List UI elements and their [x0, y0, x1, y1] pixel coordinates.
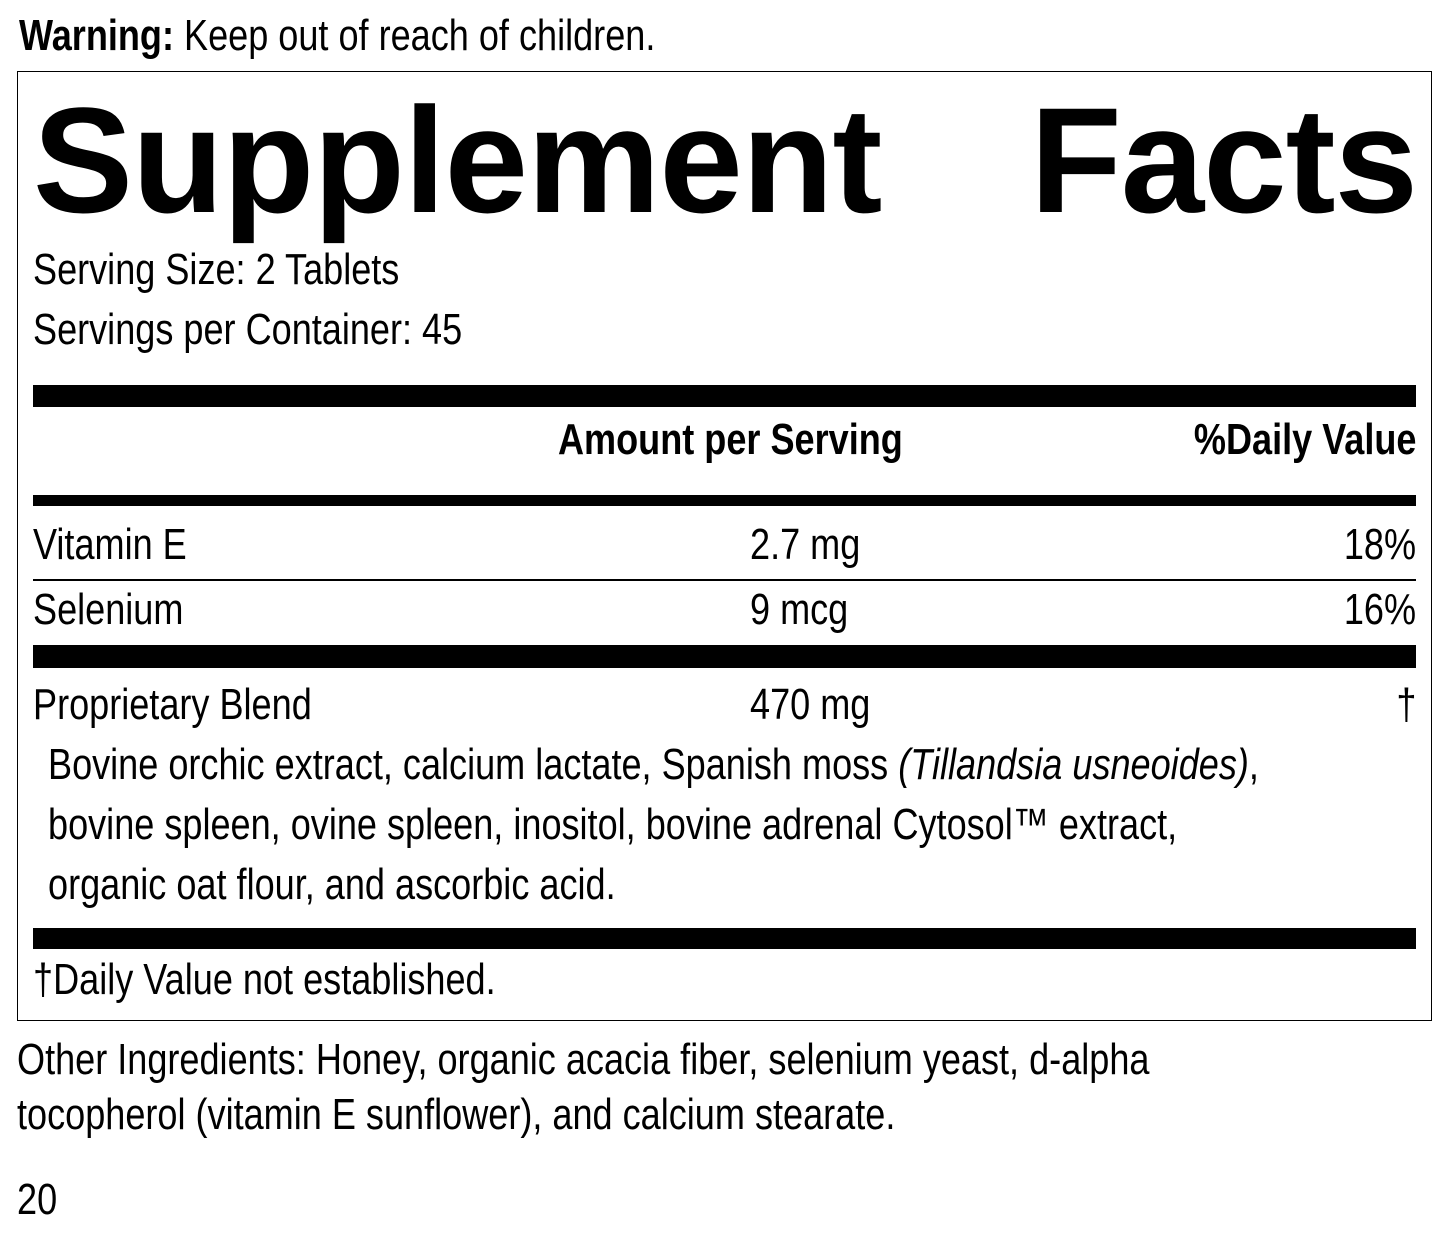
nutrient-amount: 2.7 mg	[750, 520, 861, 569]
header-amount: Amount per Serving	[558, 415, 903, 464]
divider-medium	[33, 495, 1416, 506]
other-ingredients-line-1: Other Ingredients: Honey, organic acacia…	[17, 1035, 1150, 1084]
title-word-facts: Facts	[1030, 76, 1418, 244]
nutrient-dv: 16%	[1343, 585, 1416, 634]
other-ingredients-line-2: tocopherol (vitamin E sunflower), and ca…	[17, 1090, 896, 1139]
nutrient-name: Vitamin E	[33, 520, 187, 569]
nutrient-name: Proprietary Blend	[33, 680, 312, 729]
divider-thick	[33, 928, 1416, 949]
warning-text: Warning: Keep out of reach of children.	[19, 14, 655, 58]
warning-label: Warning:	[19, 11, 174, 60]
blend-latin-name: (Tillandsia usneoides)	[898, 740, 1249, 789]
divider-thin	[33, 579, 1416, 581]
supplement-facts-panel	[17, 71, 1432, 1021]
blend-text: Bovine orchic extract, calcium lactate, …	[48, 740, 899, 789]
nutrient-dv: †	[1395, 680, 1416, 729]
nutrient-amount: 470 mg	[750, 680, 871, 729]
title-word-supplement: Supplement	[33, 76, 882, 244]
nutrient-amount: 9 mcg	[750, 585, 849, 634]
blend-line-2: bovine spleen, ovine spleen, inositol, b…	[48, 800, 1178, 849]
blend-line-1: Bovine orchic extract, calcium lactate, …	[48, 743, 1259, 787]
divider-thick	[33, 645, 1416, 668]
servings-per-container: Servings per Container: 45	[33, 305, 463, 354]
blend-line-3: organic oat flour, and ascorbic acid.	[48, 860, 616, 909]
blend-text: ,	[1248, 740, 1259, 789]
panel-title: Supplement Facts	[33, 76, 1418, 244]
serving-size: Serving Size: 2 Tablets	[33, 245, 400, 294]
warning-body: Keep out of reach of children.	[173, 11, 656, 60]
header-daily-value: %Daily Value	[1193, 415, 1416, 464]
nutrient-name: Selenium	[33, 585, 184, 634]
footnote: †Daily Value not established.	[33, 955, 496, 1004]
page-number: 20	[17, 1175, 58, 1224]
divider-thick	[33, 385, 1416, 407]
nutrient-dv: 18%	[1343, 520, 1416, 569]
